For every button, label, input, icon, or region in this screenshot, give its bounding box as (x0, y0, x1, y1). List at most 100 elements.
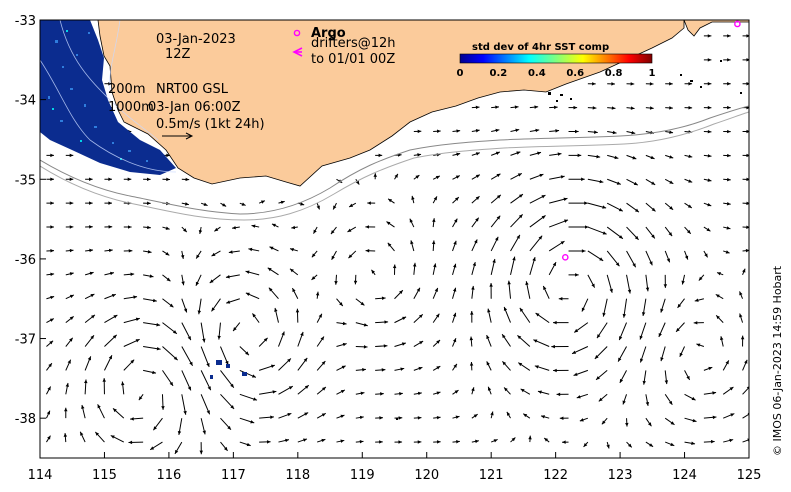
current-vector (722, 386, 734, 395)
current-vector (200, 202, 208, 207)
current-vector (601, 417, 608, 425)
current-vector (413, 153, 422, 157)
current-vector (626, 202, 640, 213)
current-vector (703, 391, 717, 395)
current-vector (149, 441, 163, 451)
current-vector (239, 393, 258, 401)
current-vector (537, 390, 550, 395)
current-vector (143, 322, 161, 327)
current-vector (413, 416, 422, 420)
current-vector (568, 153, 582, 158)
y-tick-label: -37 (15, 333, 36, 348)
current-vector (348, 202, 357, 208)
current-vector (645, 250, 653, 266)
current-vector (587, 274, 596, 288)
current-vector (510, 214, 523, 228)
current-vector (46, 295, 55, 300)
current-vector (355, 179, 360, 185)
contour-1000m-label: 1000m (108, 100, 154, 115)
current-vector (123, 295, 138, 300)
current-vector (65, 201, 74, 205)
current-vector (553, 320, 569, 325)
current-vector (549, 197, 568, 204)
current-vector (195, 250, 202, 259)
current-vector (470, 310, 474, 323)
current-vector (65, 294, 75, 300)
current-vector (278, 358, 292, 371)
current-vector (622, 394, 628, 405)
current-vector (316, 313, 323, 323)
current-vector (510, 256, 516, 275)
current-vector (220, 393, 235, 410)
drifters-time: to 01/01 00Z (311, 52, 395, 67)
current-vector (46, 318, 55, 324)
current-vector (452, 287, 457, 299)
current-vector (723, 129, 731, 134)
current-vector (162, 177, 170, 182)
current-vector (239, 202, 246, 206)
current-vector (248, 247, 260, 252)
current-vector (723, 153, 731, 158)
current-vector (412, 262, 417, 275)
x-tick-label: 118 (285, 468, 310, 483)
current-vector (123, 249, 133, 253)
current-vector (681, 274, 686, 285)
current-vector (703, 250, 709, 258)
current-vector (355, 322, 368, 327)
drifters-label: drifters@12h (311, 36, 396, 51)
current-vector (606, 226, 624, 240)
map-time: 12Z (165, 47, 191, 62)
current-vector (104, 81, 112, 86)
current-vector (660, 298, 666, 313)
current-vector (85, 248, 94, 253)
current-vector (548, 261, 557, 276)
current-vector (716, 272, 724, 276)
current-vector (413, 129, 422, 134)
current-vector (432, 175, 441, 180)
y-tick-label: -36 (15, 253, 36, 268)
current-vector (684, 250, 689, 260)
current-vector (311, 274, 318, 281)
current-vector (625, 418, 629, 427)
current-vector (645, 154, 655, 160)
current-vector (84, 314, 96, 324)
current-vector (375, 416, 384, 420)
current-vector (130, 417, 144, 421)
current-vector (123, 225, 132, 229)
current-vector (471, 195, 480, 204)
current-vector (46, 272, 55, 277)
current-vector (432, 287, 439, 299)
current-vector (506, 411, 511, 419)
current-vector (65, 272, 74, 276)
current-vector (562, 440, 569, 444)
current-vector (220, 441, 228, 452)
current-vector (239, 417, 255, 424)
current-vector (684, 441, 696, 445)
current-vector (520, 388, 531, 395)
current-vector (432, 339, 441, 347)
current-vector (225, 274, 240, 279)
current-vector (46, 435, 51, 443)
current-vector (723, 438, 734, 443)
current-vector (104, 225, 113, 229)
current-vector (251, 224, 260, 228)
current-vector (394, 289, 404, 300)
current-vector (394, 342, 406, 347)
current-vector (65, 359, 72, 371)
current-vector (258, 364, 276, 371)
current-vector (675, 322, 685, 333)
current-vector (587, 178, 604, 184)
current-vector (558, 297, 569, 301)
current-vector (336, 321, 347, 326)
current-vector (347, 226, 357, 233)
current-vector (742, 268, 746, 276)
current-vector (626, 130, 636, 135)
current-vector (639, 346, 647, 363)
current-vector (330, 226, 337, 235)
current-vector (452, 152, 461, 157)
current-vector (645, 274, 650, 292)
current-vector (533, 339, 550, 347)
current-vector (161, 394, 165, 410)
current-vector (568, 201, 588, 205)
x-tick-label: 120 (414, 468, 439, 483)
